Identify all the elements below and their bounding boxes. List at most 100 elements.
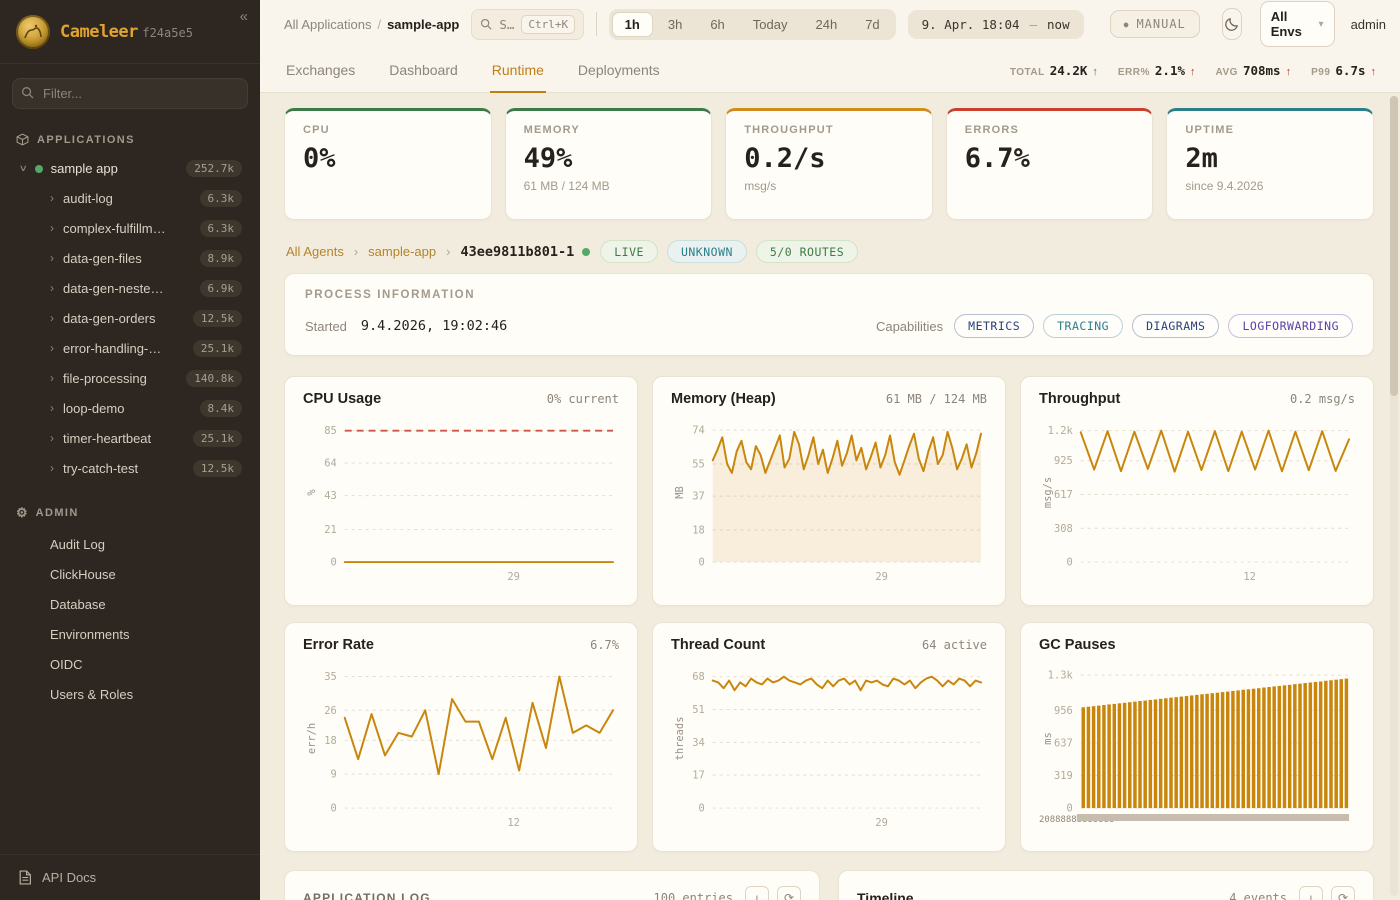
timeline-refresh-button[interactable]: ⟳ xyxy=(1331,886,1355,900)
bottom-panels: APPLICATION LOG 100 entries ↓ ⟳ Timeline… xyxy=(284,870,1374,900)
sidebar-item-users-roles[interactable]: Users & Roles xyxy=(50,686,134,702)
sidebar-route-audit-log[interactable]: › audit-log 6.3k xyxy=(12,183,248,213)
chart-current-value: 61 MB / 124 MB xyxy=(885,392,987,406)
app-name: sample app xyxy=(50,161,118,176)
sidebar-item-clickhouse[interactable]: ClickHouse xyxy=(50,566,116,582)
sidebar-item-database[interactable]: Database xyxy=(50,596,106,612)
cameleer-logo xyxy=(16,14,50,49)
sidebar-route-data-gen-files[interactable]: › data-gen-files 8.9k xyxy=(12,243,248,273)
log-download-button[interactable]: ↓ xyxy=(745,886,769,900)
range-button-today[interactable]: Today xyxy=(740,12,801,37)
chevron-right-icon: › xyxy=(50,221,54,235)
dark-mode-toggle[interactable] xyxy=(1221,8,1242,40)
applications-section-header: APPLICATIONS xyxy=(12,121,248,154)
date-range-picker[interactable]: 9. Apr. 18:04 – now xyxy=(907,9,1084,39)
svg-text:0: 0 xyxy=(1067,803,1073,815)
chevron-right-icon: › xyxy=(50,341,54,355)
runtime-content: CPU 0% MEMORY 49% 61 MB / 124 MB THROUGHPUT 0.… xyxy=(260,93,1400,900)
range-button-6h[interactable]: 6h xyxy=(697,12,737,37)
svg-text:9: 9 xyxy=(331,769,337,781)
agent-app-link[interactable]: sample-app xyxy=(368,244,437,259)
sidebar-item-oidc[interactable]: OIDC xyxy=(50,656,83,672)
sidebar-route-timer-heartbeat[interactable]: › timer-heartbeat 25.1k xyxy=(12,423,248,453)
vertical-scrollbar[interactable] xyxy=(1390,96,1398,896)
stat-total: TOTAL 24.2K ↑ xyxy=(1010,63,1098,78)
chevron-right-icon: › xyxy=(50,191,54,205)
svg-text:err/h: err/h xyxy=(306,723,318,754)
gc-pauses-chart: 1.3k 956 637 319 0 ms 20888888888888 xyxy=(1039,670,1350,825)
svg-text:37: 37 xyxy=(692,491,705,503)
sidebar-route-file-processing[interactable]: › file-processing 140.8k xyxy=(12,363,248,393)
user-name[interactable]: admin xyxy=(1350,16,1386,32)
sidebar-route-loop-demo[interactable]: › loop-demo 8.4k xyxy=(12,393,248,423)
sidebar-item-api-docs[interactable]: API Docs xyxy=(0,854,260,900)
timeline-download-button[interactable]: ↓ xyxy=(1299,886,1323,900)
breadcrumb-parent[interactable]: All Applications xyxy=(284,16,372,32)
throughput-chart: 1.2k 925 617 308 0 msg/s 12 xyxy=(1042,425,1351,583)
chevron-right-icon: › xyxy=(50,401,54,415)
capability-pills: METRICS TRACING DIAGRAMS LOGFORWARDING xyxy=(954,314,1353,338)
search-icon xyxy=(22,87,34,99)
svg-text:85: 85 xyxy=(324,425,337,437)
range-button-1h[interactable]: 1h xyxy=(611,11,653,37)
process-info-title: PROCESS INFORMATION xyxy=(305,289,476,301)
metric-subtext: 61 MB / 124 MB xyxy=(523,179,610,193)
sidebar-route-data-gen-neste[interactable]: › data-gen-neste… 6.9k xyxy=(12,273,248,303)
stat-value: 2.1% xyxy=(1154,62,1186,78)
tab-dashboard[interactable]: Dashboard xyxy=(389,61,458,78)
svg-text:34: 34 xyxy=(692,737,705,749)
metric-subtext: msg/s xyxy=(744,179,777,193)
chart-card-cpu-usage: CPU Usage 0% current 85 64 43 21 0% 29 xyxy=(284,376,638,606)
chevron-right-icon: › xyxy=(50,311,54,325)
stat-err: ERR% 2.1% ↑ xyxy=(1118,63,1196,78)
agent-badge-unknown: UNKNOWN xyxy=(666,240,747,263)
range-button-24h[interactable]: 24h xyxy=(802,12,850,37)
route-label: data-gen-orders xyxy=(63,310,156,326)
sidebar-nav: APPLICATIONS ∨ sample app 252.7k › audit-… xyxy=(0,115,260,854)
sidebar-route-complex-fulfillm[interactable]: › complex-fulfillm… 6.3k xyxy=(12,213,248,243)
tab-exchanges[interactable]: Exchanges xyxy=(286,61,356,78)
stat-label: ERR% xyxy=(1117,66,1150,78)
log-refresh-button[interactable]: ⟳ xyxy=(777,886,801,900)
main-area: All Applications / sample-app S… Ctrl+K 1h… xyxy=(260,0,1400,900)
filter-input[interactable] xyxy=(12,78,248,109)
capabilities-label: Capabilities xyxy=(875,318,944,334)
sidebar-route-error-handling[interactable]: › error-handling-… 25.1k xyxy=(12,333,248,363)
manual-refresh-button[interactable]: ● MANUAL xyxy=(1109,10,1200,38)
status-dot xyxy=(34,164,43,173)
env-select[interactable]: All Envs ▾ xyxy=(1259,1,1335,47)
svg-text:637: 637 xyxy=(1054,737,1073,749)
route-count-badge: 6.3k xyxy=(199,189,242,207)
metric-label: THROUGHPUT xyxy=(744,124,834,136)
range-button-7d[interactable]: 7d xyxy=(852,12,892,37)
env-selected-value: All Envs xyxy=(1270,9,1302,39)
sidebar-route-try-catch-test[interactable]: › try-catch-test 12.5k xyxy=(12,453,248,483)
sidebar-item-sample-app[interactable]: ∨ sample app 252.7k xyxy=(12,154,248,183)
agent-breadcrumb: All Agents › sample-app › 43ee9811b801-1… xyxy=(286,240,1372,263)
sidebar-filter xyxy=(12,78,248,109)
global-search[interactable]: S… Ctrl+K xyxy=(471,8,585,40)
capability-pill-metrics: METRICS xyxy=(954,314,1035,338)
route-count-badge: 6.9k xyxy=(199,279,242,297)
svg-text:956: 956 xyxy=(1054,705,1073,717)
route-label: complex-fulfillm… xyxy=(63,220,166,236)
chevron-right-icon: › xyxy=(353,244,359,259)
metric-cards: CPU 0% MEMORY 49% 61 MB / 124 MB THROUGHPUT 0.… xyxy=(284,108,1374,220)
sidebar-collapse-icon[interactable]: « xyxy=(239,8,248,25)
sidebar-route-data-gen-orders[interactable]: › data-gen-orders 12.5k xyxy=(12,303,248,333)
all-agents-link[interactable]: All Agents xyxy=(286,244,344,259)
route-count-badge: 25.1k xyxy=(192,429,242,447)
tab-deployments[interactable]: Deployments xyxy=(577,61,660,78)
tab-runtime[interactable]: Runtime xyxy=(489,48,546,93)
range-button-3h[interactable]: 3h xyxy=(655,12,695,37)
agent-badge-live: LIVE xyxy=(600,240,658,263)
svg-text:21: 21 xyxy=(324,524,337,536)
chevron-right-icon: › xyxy=(50,281,54,295)
chevron-right-icon: › xyxy=(50,461,54,475)
api-docs-label: API Docs xyxy=(42,870,97,885)
gear-icon: ⚙ xyxy=(16,505,28,520)
scrollbar-thumb[interactable] xyxy=(1390,96,1398,396)
sidebar-item-audit-log[interactable]: Audit Log xyxy=(50,536,105,552)
capability-pill-diagrams: DIAGRAMS xyxy=(1132,314,1220,338)
sidebar-item-environments[interactable]: Environments xyxy=(50,626,130,642)
